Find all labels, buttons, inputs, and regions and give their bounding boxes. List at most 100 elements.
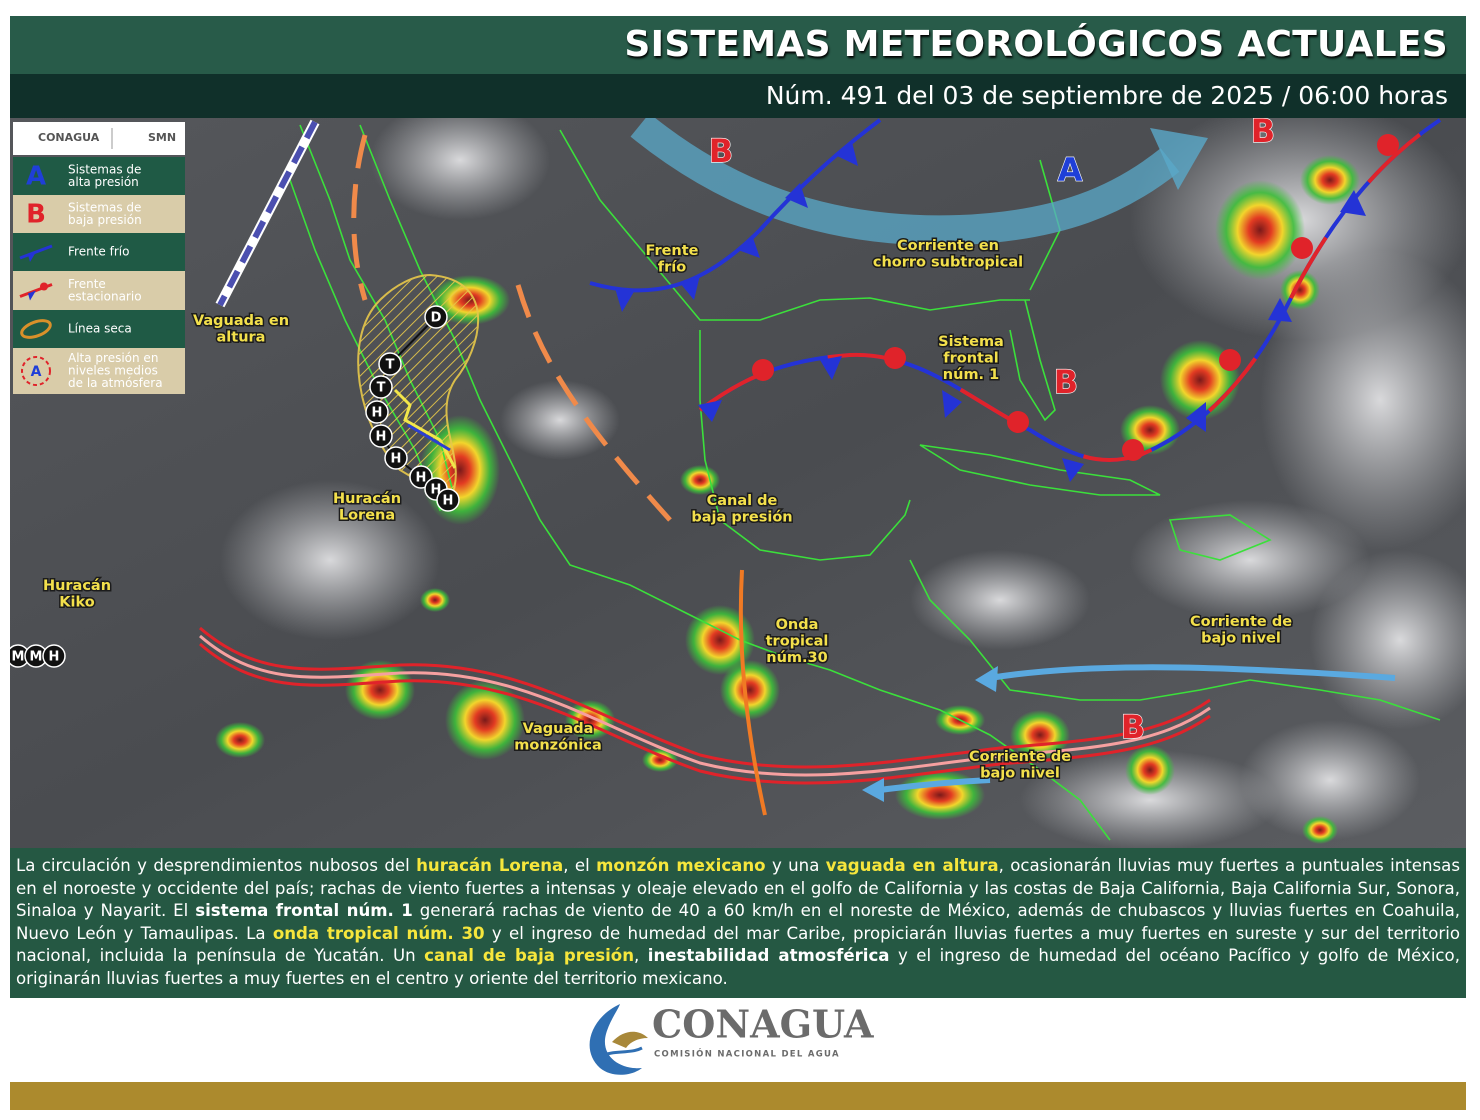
legend-text: Alta presión en	[68, 351, 158, 365]
gulf-north-coast	[559, 129, 1030, 321]
front-triangle	[1340, 190, 1366, 216]
summary-emphasis: monzón mexicano	[596, 856, 766, 875]
map-label: Canal de	[707, 493, 778, 509]
front-bump	[1219, 349, 1241, 371]
legend-symbol: B	[26, 200, 46, 230]
front-bump	[1122, 439, 1144, 461]
cloud	[1260, 250, 1466, 550]
map-label: núm.30	[766, 650, 827, 666]
legend-front-triangle	[28, 290, 36, 301]
front-triangle	[835, 142, 858, 166]
front-triangle	[615, 288, 635, 312]
summary-segment: y el ingreso de humedad del océano Pacíf…	[16, 946, 1460, 988]
summary-segment: generará rachas de viento de 40 a 60 km/…	[16, 901, 1461, 943]
storm-cloud	[215, 722, 265, 758]
storm-cloud	[1125, 745, 1175, 795]
map-label: tropical	[766, 634, 829, 650]
conagua-emblem	[589, 1004, 648, 1075]
footer-logo: CONAGUA	[652, 1002, 874, 1047]
upper-trough-dash	[217, 120, 318, 307]
front-triangle	[680, 275, 700, 300]
track-marker	[369, 375, 393, 399]
summary-emphasis: huracán Lorena	[416, 856, 564, 875]
storm-cloud	[420, 588, 450, 612]
track-letter: H	[372, 406, 383, 421]
summary-emphasis: canal de baja presión	[424, 946, 635, 966]
track-letter: H	[431, 483, 442, 498]
map-label: frío	[658, 260, 686, 276]
legend-row	[13, 233, 185, 271]
storm-cloud	[642, 748, 678, 772]
track-marker	[424, 305, 448, 329]
summary-segment: La circulación y desprendimientos nuboso…	[16, 856, 417, 875]
map-label: altura	[217, 330, 266, 346]
low-pressure-trough	[515, 284, 672, 522]
trough-line	[199, 626, 1211, 769]
summary-emphasis: onda tropical núm. 30	[272, 923, 485, 943]
trough-line	[199, 642, 1211, 785]
map-label: Huracán	[333, 491, 401, 507]
footer-tagline: COMISIÓN NACIONAL DEL AGUA	[654, 1048, 840, 1060]
summary-segment: y una	[765, 856, 826, 875]
legend-text: Frente	[68, 277, 106, 291]
subtitle: Núm. 491 del 03 de septiembre de 2025 / …	[10, 74, 1466, 118]
track-letter: T	[377, 381, 386, 396]
monsoon-trough	[199, 626, 1211, 785]
summary-text: La circulación y desprendimientos nuboso…	[10, 848, 1466, 998]
subtropical-jet	[630, 118, 1180, 246]
legend-text: Sistemas de	[68, 162, 141, 176]
map-label: chorro subtropical	[873, 255, 1023, 271]
footer: CONAGUA COMISIÓN NACIONAL DEL AGUA	[589, 1002, 874, 1075]
summary-emphasis: inestabilidad atmosférica	[647, 946, 890, 966]
front-triangle	[698, 400, 722, 422]
legend-text: Frente frío	[68, 245, 129, 259]
map-label: Sistema	[938, 334, 1004, 350]
map-label: bajo nivel	[980, 766, 1060, 782]
map-label: Vaguada	[523, 721, 594, 737]
summary-segment: , el	[563, 856, 597, 875]
cloud	[500, 380, 620, 460]
cold-front-small	[407, 423, 451, 452]
cold-bumps	[698, 190, 1366, 482]
front-triangle	[942, 390, 962, 418]
map-label: frontal	[943, 351, 998, 367]
legend-row	[13, 348, 185, 394]
legend-symbol: A	[26, 162, 46, 192]
badge-left: CONAGUA	[38, 131, 100, 144]
pressure-center: B	[1121, 708, 1145, 746]
legend-text: estacionario	[68, 289, 142, 303]
legend-text: baja presión	[68, 213, 142, 227]
map-label: Corriente de	[1190, 614, 1292, 630]
low-pressure-trough	[351, 134, 368, 301]
map-label: bajo nivel	[1201, 631, 1281, 647]
track-letter: M	[12, 650, 25, 665]
legend-symbol: A	[31, 364, 42, 380]
front-triangle	[820, 356, 842, 380]
legend-row	[13, 310, 185, 348]
storm-cloud	[680, 465, 720, 495]
summary-emphasis: vaguada en altura	[825, 856, 999, 875]
legend-row	[13, 195, 185, 233]
cold-front-triangles	[615, 142, 858, 312]
summary-emphasis: sistema frontal núm. 1	[195, 901, 413, 921]
florida	[1009, 299, 1056, 422]
legend-dry-line	[20, 319, 52, 339]
map-label: Vaguada en	[193, 313, 289, 329]
legend-text: de la atmósfera	[68, 376, 163, 390]
caribbean-coast	[909, 559, 1441, 721]
gulf-west-coast	[699, 330, 911, 561]
track-marker	[436, 488, 460, 512]
emblem-bird	[612, 1031, 648, 1048]
front-bump	[884, 347, 906, 369]
track-marker	[378, 352, 402, 376]
legend-text: alta presión	[68, 175, 139, 189]
title: SISTEMAS METEOROLÓGICOS ACTUALES	[10, 16, 1466, 74]
cloud	[220, 480, 440, 640]
track-letter: H	[391, 452, 402, 467]
legend-row	[13, 271, 185, 310]
front-bump	[1291, 237, 1313, 259]
track-marker	[369, 424, 393, 448]
cloud	[1310, 550, 1466, 730]
